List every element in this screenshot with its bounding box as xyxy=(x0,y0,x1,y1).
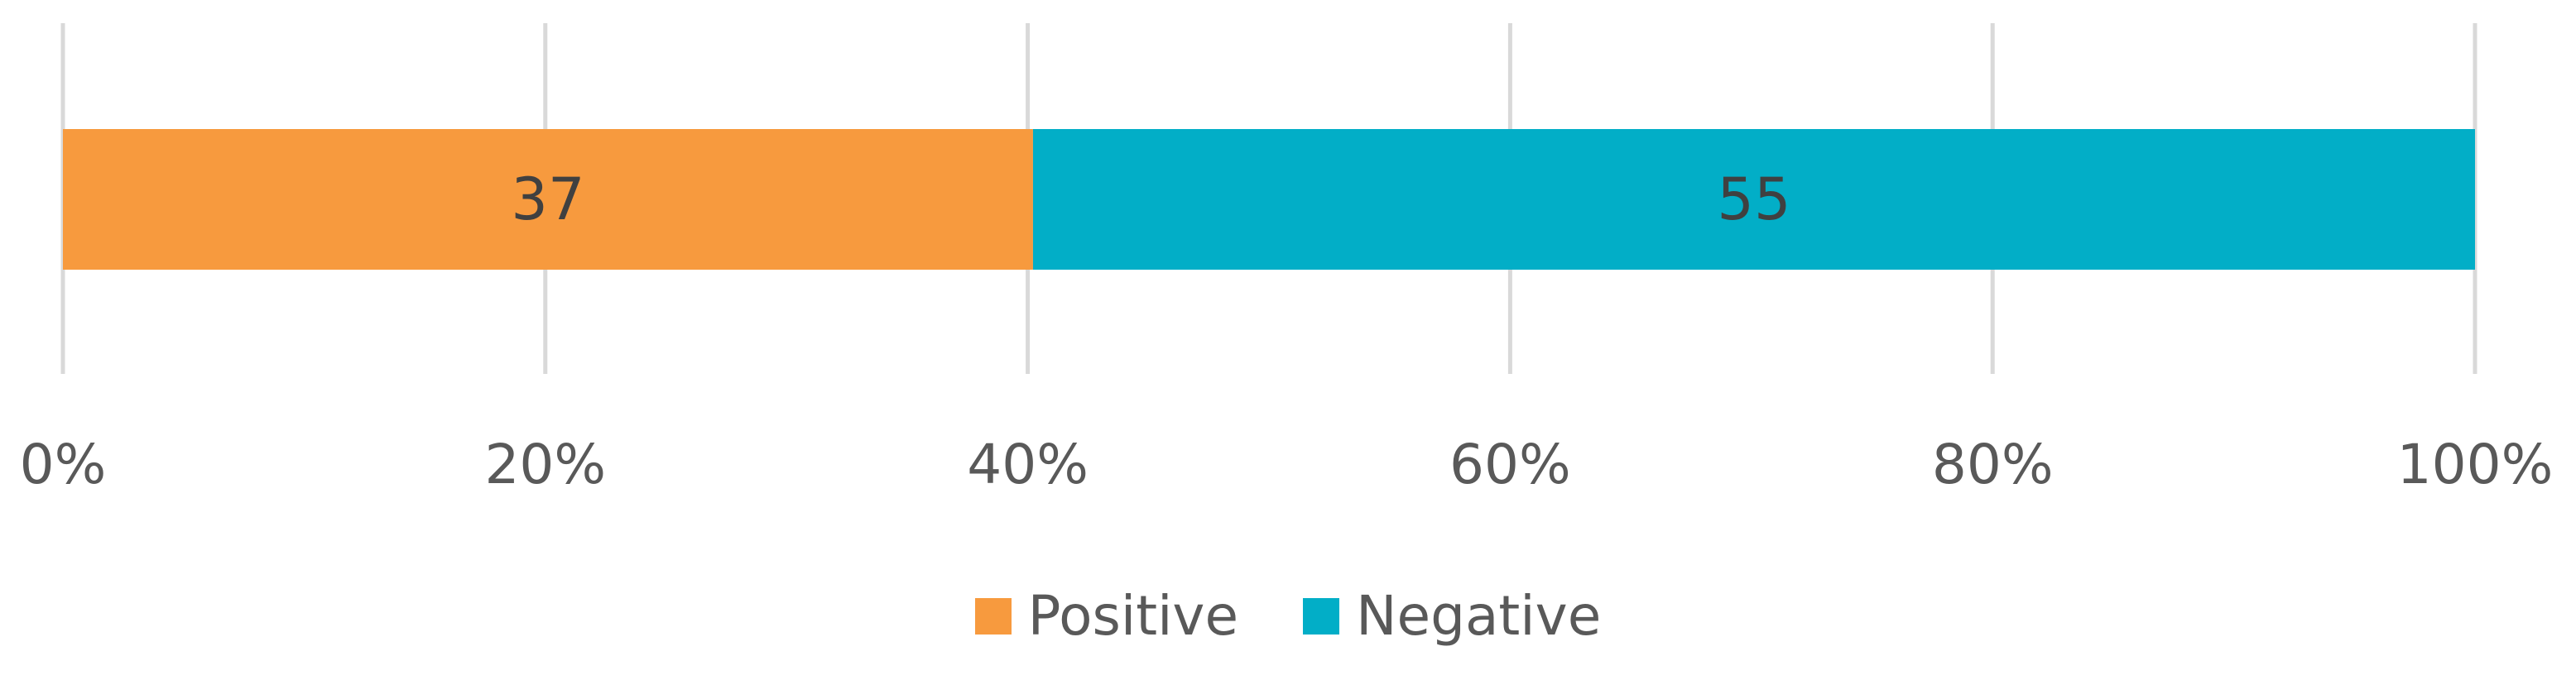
legend-label-negative: Negative xyxy=(1356,584,1602,648)
bar-segment-negative xyxy=(1032,129,2475,270)
chart-plot-area: 0% 20% 40% 60% 80% 100% 37 55 xyxy=(20,23,2554,496)
legend-swatch-negative xyxy=(1303,598,1340,635)
x-tick-label-1: 20% xyxy=(484,433,606,496)
x-tick-label-5: 100% xyxy=(2397,433,2554,496)
data-label-negative: 55 xyxy=(1717,165,1790,233)
x-tick-label-3: 60% xyxy=(1449,433,1571,496)
data-label-positive: 37 xyxy=(511,165,584,233)
x-tick-label-2: 40% xyxy=(967,433,1089,496)
legend-item-negative: Negative xyxy=(1303,589,1601,644)
legend-item-positive: Positive xyxy=(974,584,1239,648)
legend-label-positive: Positive xyxy=(1027,584,1239,648)
x-tick-label-4: 80% xyxy=(1932,433,2054,496)
bar-segment-positive xyxy=(63,129,1033,270)
legend-swatch-positive xyxy=(974,598,1012,635)
chart-legend: Positive Negative xyxy=(0,579,2576,654)
x-tick-label-0: 0% xyxy=(20,433,107,496)
